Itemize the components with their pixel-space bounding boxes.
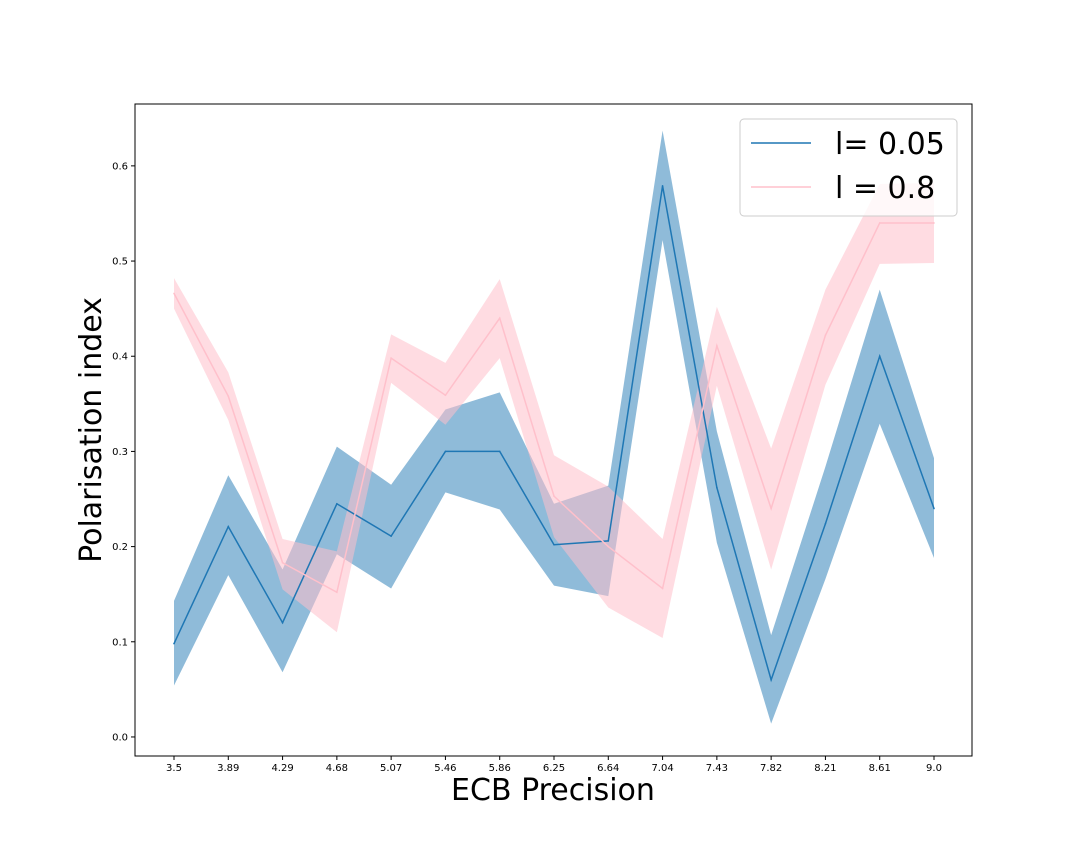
band-series-1 <box>174 130 934 724</box>
point-series-2 <box>281 561 284 564</box>
point-series-2 <box>336 591 338 594</box>
point-series-1 <box>281 621 284 624</box>
point-series-1 <box>227 525 230 528</box>
y-axis-ticks: 0.0 0.1 0.2 0.3 0.4 0.5 0.6 <box>112 161 135 743</box>
point-series-2 <box>390 357 392 359</box>
x-tick-label: 3.5 <box>166 763 182 774</box>
legend-label-series-1: l= 0.05 <box>835 127 945 162</box>
point-series-2 <box>716 344 718 347</box>
point-series-2 <box>824 334 827 337</box>
x-tick-label: 6.64 <box>597 763 619 774</box>
point-series-2 <box>878 222 881 224</box>
x-axis-title: ECB Precision <box>451 773 655 808</box>
point-series-1 <box>607 540 610 542</box>
x-tick-label: 6.25 <box>543 763 565 774</box>
confidence-bands <box>174 130 934 724</box>
point-series-1 <box>498 450 501 453</box>
x-tick-label: 4.68 <box>326 763 348 774</box>
x-tick-label: 7.82 <box>760 763 782 774</box>
point-series-2 <box>770 507 772 510</box>
point-series-1 <box>553 543 555 546</box>
legend-label-series-2: l = 0.8 <box>835 171 935 206</box>
y-tick-label: 0.1 <box>112 637 128 648</box>
x-tick-label: 8.61 <box>869 763 891 774</box>
point-series-2 <box>173 292 175 295</box>
point-series-2 <box>933 222 935 224</box>
point-series-2 <box>444 394 447 397</box>
point-series-1 <box>336 502 338 505</box>
y-tick-label: 0.5 <box>112 257 128 268</box>
point-series-1 <box>770 679 772 681</box>
legend: l= 0.05 l = 0.8 <box>739 118 958 217</box>
point-series-1 <box>661 185 664 187</box>
point-series-1 <box>444 450 447 453</box>
x-tick-label: 5.86 <box>489 763 511 774</box>
point-series-1 <box>716 486 718 489</box>
point-series-1 <box>878 355 881 358</box>
x-axis-ticks: 3.5 3.89 4.29 4.68 5.07 5.46 5.86 6.25 6.64 7.04 7… <box>166 756 942 774</box>
x-tick-label: 4.29 <box>271 763 293 774</box>
y-tick-label: 0.6 <box>112 161 128 172</box>
point-series-1 <box>173 642 175 645</box>
band-series-2 <box>174 183 934 638</box>
point-series-2 <box>661 587 664 590</box>
point-series-1 <box>390 535 392 537</box>
point-series-1 <box>824 522 827 525</box>
x-tick-label: 9.0 <box>926 763 942 774</box>
point-series-2 <box>498 317 501 319</box>
x-tick-label: 5.46 <box>434 763 456 774</box>
x-tick-label: 8.21 <box>814 763 836 774</box>
point-series-2 <box>227 395 230 398</box>
series-lines <box>173 185 935 683</box>
point-series-2 <box>607 545 610 548</box>
x-tick-label: 7.04 <box>651 763 673 774</box>
y-axis-title: Polarisation index <box>74 297 109 563</box>
x-tick-label: 5.07 <box>380 763 402 774</box>
y-tick-label: 0.0 <box>112 732 128 743</box>
y-tick-label: 0.4 <box>112 352 128 363</box>
point-series-1 <box>933 507 935 510</box>
x-tick-label: 7.43 <box>706 763 728 774</box>
y-tick-label: 0.3 <box>112 447 128 458</box>
x-tick-label: 3.89 <box>217 763 239 774</box>
point-series-2 <box>553 495 555 497</box>
y-tick-label: 0.2 <box>112 542 128 553</box>
